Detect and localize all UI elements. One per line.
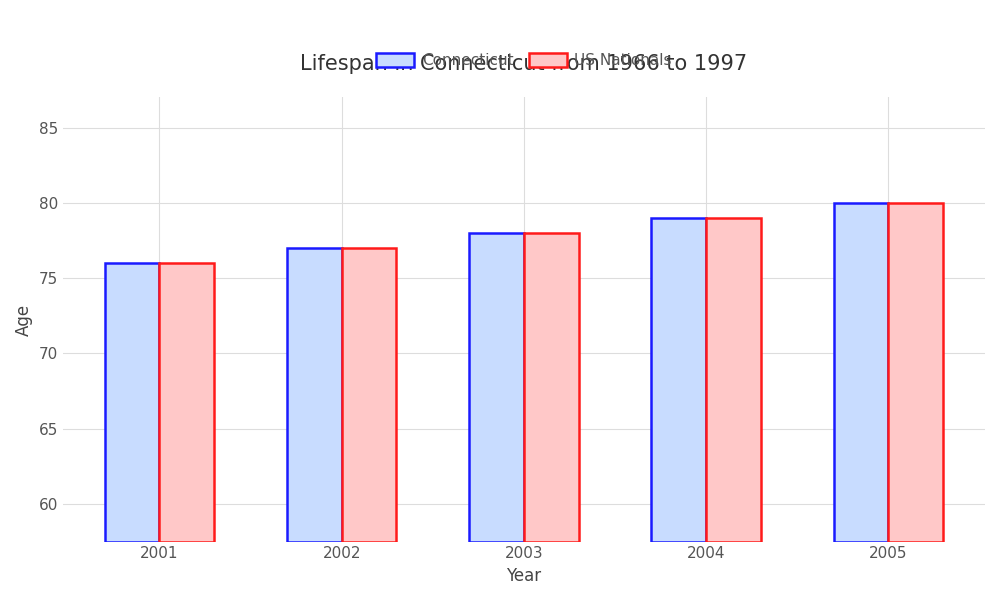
Bar bbox=[834, 203, 888, 542]
Title: Lifespan in Connecticut from 1966 to 1997: Lifespan in Connecticut from 1966 to 199… bbox=[300, 53, 747, 74]
Bar bbox=[159, 263, 214, 542]
Bar bbox=[342, 248, 396, 542]
Bar bbox=[105, 263, 159, 542]
Bar bbox=[524, 233, 579, 542]
Bar bbox=[651, 218, 706, 542]
Bar bbox=[706, 218, 761, 542]
Legend: Connecticut, US Nationals: Connecticut, US Nationals bbox=[370, 47, 678, 74]
X-axis label: Year: Year bbox=[506, 567, 541, 585]
Bar bbox=[287, 248, 342, 542]
Bar bbox=[888, 203, 943, 542]
Bar bbox=[469, 233, 524, 542]
Y-axis label: Age: Age bbox=[15, 304, 33, 335]
